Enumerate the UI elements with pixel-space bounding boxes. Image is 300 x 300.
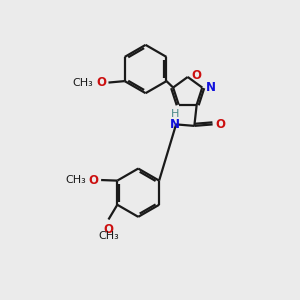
Text: CH₃: CH₃: [72, 78, 93, 88]
Text: O: O: [191, 69, 201, 82]
Text: N: N: [206, 81, 216, 94]
Text: O: O: [96, 76, 106, 89]
Text: O: O: [103, 223, 113, 236]
Text: CH₃: CH₃: [98, 231, 119, 241]
Text: H: H: [170, 109, 179, 119]
Text: O: O: [215, 118, 226, 131]
Text: O: O: [89, 173, 99, 187]
Text: CH₃: CH₃: [65, 175, 86, 185]
Text: N: N: [169, 118, 180, 131]
